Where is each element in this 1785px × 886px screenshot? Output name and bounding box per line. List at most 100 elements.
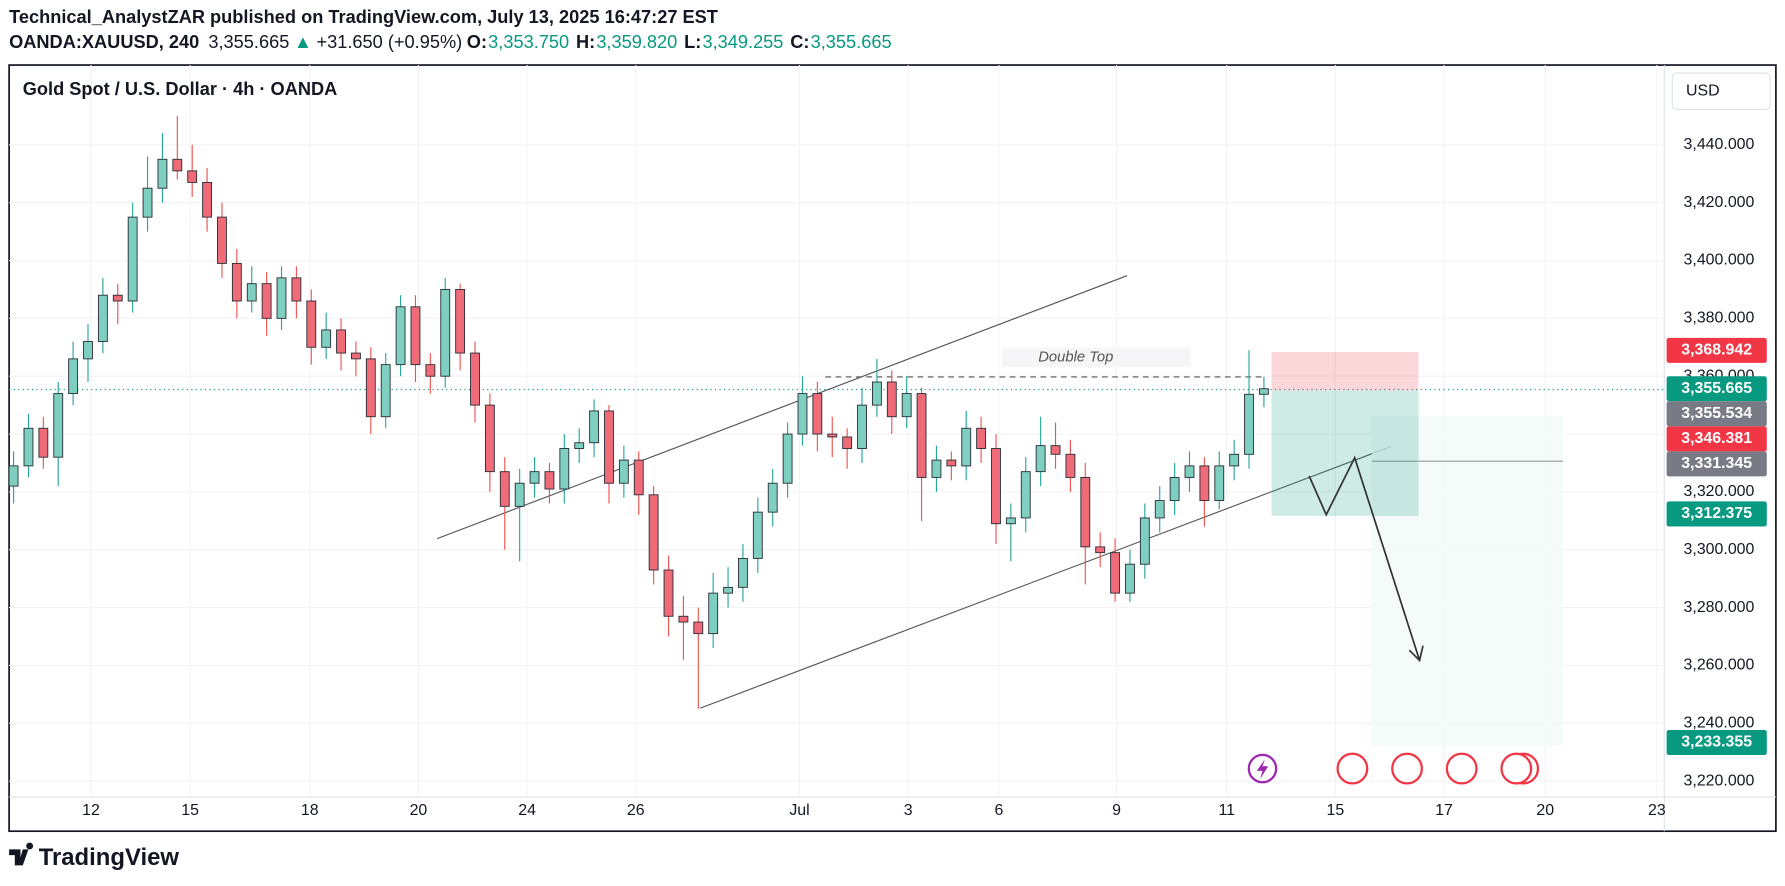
candle-body [871, 381, 882, 406]
candle-body [8, 465, 19, 487]
candle-body [767, 482, 778, 513]
ohlc-label: O: [467, 32, 487, 52]
x-tick-label: 15 [1327, 802, 1345, 819]
candle-body [842, 436, 853, 449]
candle-body [782, 433, 793, 484]
candle-body [157, 158, 168, 189]
candle-body [618, 459, 629, 484]
candle-body [276, 277, 287, 319]
candle-body [1184, 465, 1195, 478]
candle-body [365, 358, 376, 418]
x-tick-label: 9 [1112, 802, 1121, 819]
candle-body [693, 621, 704, 635]
candle-body [127, 216, 138, 302]
candle-body [1214, 465, 1225, 502]
symbol: OANDA:XAUUSD, 240 [9, 32, 199, 52]
candle-body [514, 482, 525, 507]
candle-body [1199, 465, 1210, 502]
event-icon[interactable] [1391, 752, 1423, 785]
x-tick-label: 12 [82, 802, 100, 819]
event-icon[interactable] [1445, 752, 1478, 785]
candle-body [529, 471, 540, 484]
candle-body [1050, 445, 1061, 455]
candle-body [1154, 500, 1165, 519]
logo: TradingView [9, 842, 179, 871]
candle-body [708, 592, 719, 635]
candle-body [1244, 393, 1254, 455]
price-label-box [1666, 337, 1767, 363]
x-tick-label: 23 [1648, 802, 1666, 819]
candle-body [1125, 563, 1135, 594]
currency[interactable]: USD [1686, 82, 1720, 99]
annotation: Double Top [1038, 350, 1113, 366]
candle-body [1020, 471, 1031, 519]
ohlc-value: 3,353.750 [488, 32, 569, 52]
price-label-box [1666, 426, 1767, 452]
last-price: 3,355.665 [208, 32, 289, 52]
ohlc-value: 3,349.255 [702, 32, 783, 52]
y-tick-label: 3,300.000 [1684, 541, 1755, 558]
price-label: 3,355.665 [1681, 380, 1752, 397]
y-tick-label: 3,240.000 [1684, 714, 1755, 731]
x-tick-label: 3 [904, 802, 913, 819]
candle-body [380, 364, 391, 418]
price-label-box [1666, 451, 1767, 477]
candle-body [425, 364, 436, 377]
candle-body [112, 294, 123, 302]
x-tick-label: 17 [1435, 802, 1453, 819]
candle-body [1259, 388, 1269, 395]
price-label: 3,355.534 [1681, 405, 1752, 422]
candle-body [574, 442, 585, 449]
ohlc-value: 3,355.665 [811, 32, 892, 52]
price-label: 3,312.375 [1681, 505, 1752, 522]
price-label-box [1666, 729, 1767, 756]
candle-body [321, 329, 332, 348]
annotation-box [1001, 347, 1191, 367]
channel-lower [699, 445, 1392, 709]
candle-body [1110, 552, 1120, 594]
candle-body [544, 471, 555, 490]
candle-body [336, 329, 346, 354]
price-label-box [1666, 501, 1767, 527]
candle-body [812, 393, 823, 435]
ohlc-value: 3,359.820 [596, 32, 677, 52]
currency-box[interactable] [1671, 72, 1771, 111]
candle-body [559, 448, 570, 490]
candle-body [231, 262, 242, 302]
ohlc-label: H: [576, 32, 595, 52]
price-label-box [1666, 401, 1767, 427]
candle-body [678, 615, 689, 623]
channel-upper [436, 275, 1128, 540]
profit-zone [1271, 390, 1419, 516]
y-tick-label: 3,260.000 [1684, 657, 1755, 674]
event-icon[interactable] [1336, 752, 1369, 785]
header: Technical_AnalystZAR published on Tradin… [9, 7, 892, 52]
candle-body [916, 393, 927, 478]
candle-body [663, 569, 674, 617]
candle-body [1169, 476, 1180, 502]
candle-body [1065, 453, 1076, 478]
candle-body [246, 283, 257, 302]
x-tick-label: 24 [518, 802, 536, 819]
y-tick-label: 3,280.000 [1684, 599, 1755, 616]
stop-zone [1271, 351, 1419, 391]
candle-body [946, 459, 957, 467]
candle-body [723, 586, 733, 594]
candle-body [261, 283, 272, 319]
y-tick-label: 3,420.000 [1684, 194, 1755, 211]
candle-body [172, 158, 183, 172]
publisher: Technical_AnalystZAR published on Tradin… [9, 7, 718, 27]
candle-body [589, 410, 600, 444]
candle-body [142, 187, 153, 218]
event-icon[interactable] [1500, 752, 1533, 785]
candle-body [1229, 453, 1240, 467]
candle-body [202, 181, 212, 218]
candle-body [604, 410, 614, 484]
candle-body [499, 471, 510, 507]
x-tick-label: 11 [1218, 802, 1235, 819]
candle-body [1035, 445, 1046, 473]
chart-title: Gold Spot / U.S. Dollar · 4h · OANDA [23, 79, 338, 99]
candle-body [991, 448, 1001, 525]
price-label: 3,331.345 [1681, 455, 1752, 472]
